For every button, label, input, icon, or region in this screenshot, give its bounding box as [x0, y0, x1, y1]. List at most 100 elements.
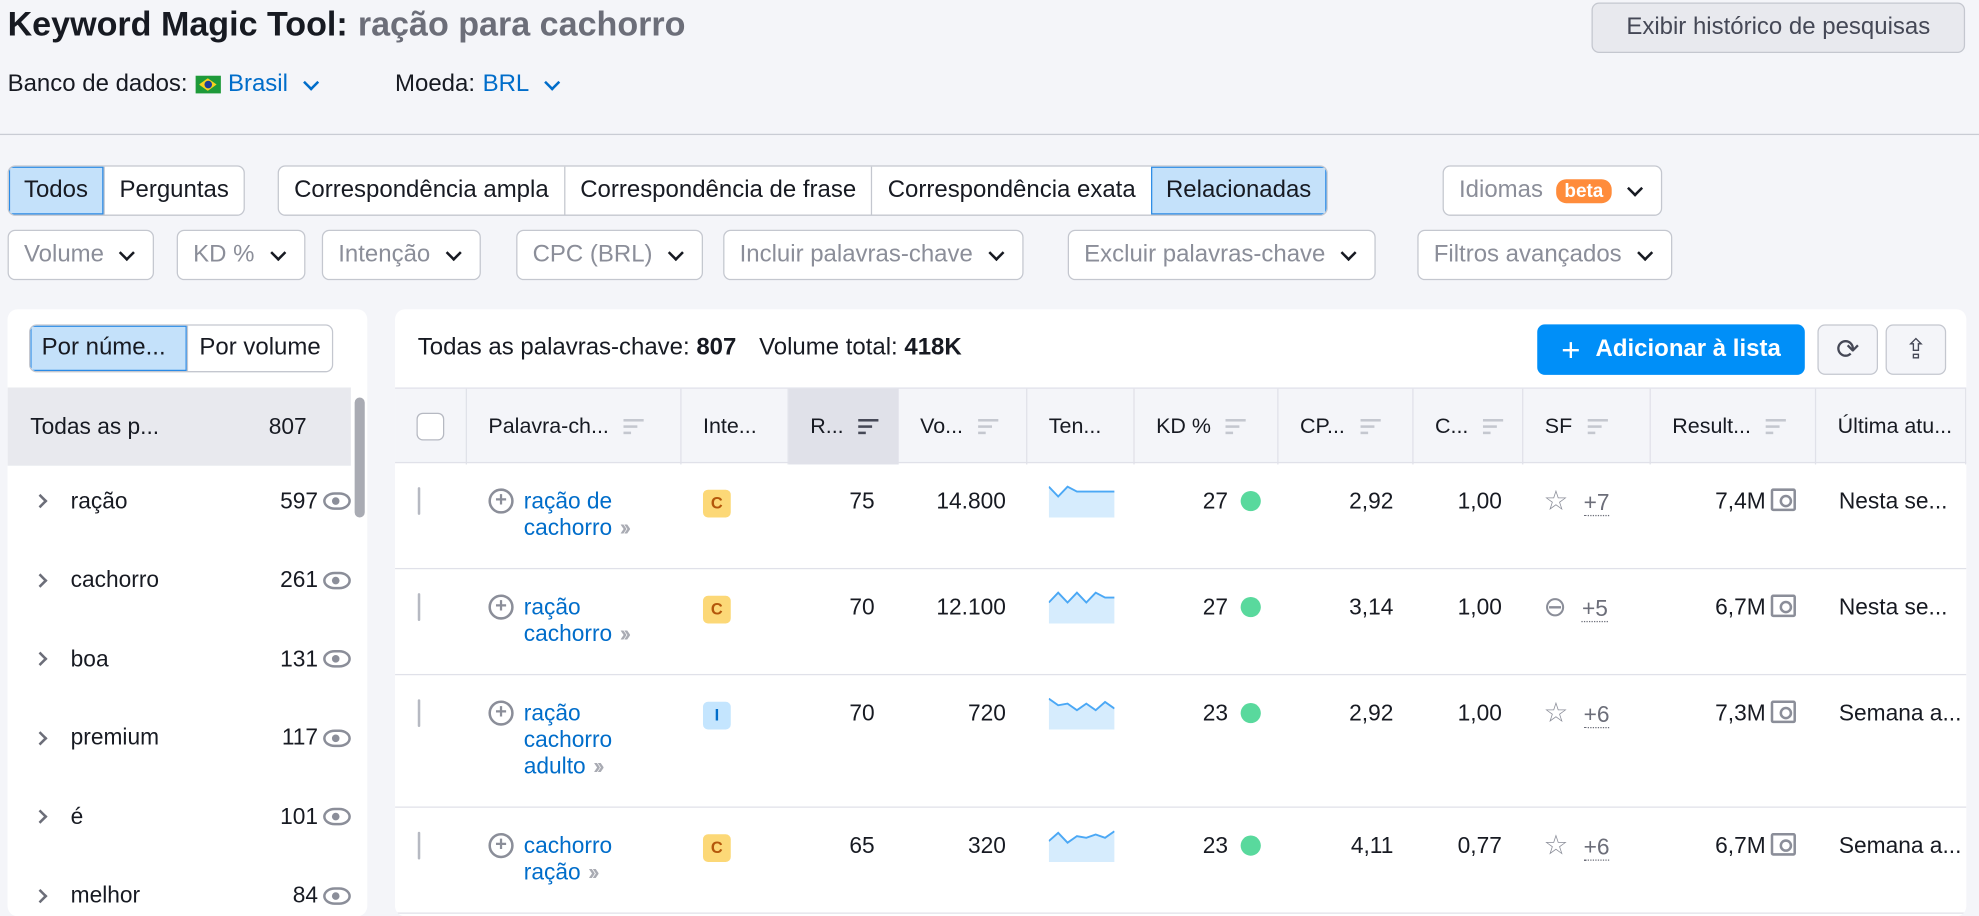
eye-icon[interactable]: [323, 728, 351, 747]
languages-dropdown[interactable]: Idiomas beta: [1442, 165, 1663, 216]
column-header[interactable]: R...: [788, 388, 899, 465]
serp-preview-icon[interactable]: [1770, 488, 1796, 512]
keyword-link[interactable]: ração cachorro ››: [524, 594, 644, 647]
serp-features-more[interactable]: +5: [1581, 595, 1608, 623]
tab-frase[interactable]: Correspondência de frase: [565, 166, 873, 215]
competition: 0,77: [1457, 832, 1502, 859]
column-header[interactable]: Última atu...: [1816, 388, 1967, 465]
sort-icon[interactable]: [624, 419, 645, 435]
tab-todos[interactable]: Todos: [8, 166, 105, 215]
database-selector[interactable]: Banco de dados: Brasil: [8, 71, 325, 99]
star-icon: ☆: [1543, 696, 1569, 729]
keyword-text[interactable]: cachorro ração: [523, 832, 613, 885]
group-item[interactable]: melhor 84: [8, 870, 351, 916]
sort-by-number[interactable]: Por núme...: [30, 325, 189, 372]
group-item[interactable]: boa 131: [8, 634, 351, 684]
row-checkbox[interactable]: [417, 487, 421, 515]
double-chevron-icon[interactable]: ››: [619, 514, 631, 541]
kd-value: 27: [1202, 488, 1229, 514]
keyword-link[interactable]: cachorro ração ››: [524, 833, 644, 886]
serp-features-more[interactable]: +6: [1583, 701, 1610, 729]
column-header[interactable]: Inte...: [682, 388, 789, 465]
filter-3[interactable]: CPC (BRL): [516, 229, 704, 281]
serp-preview-icon[interactable]: [1770, 700, 1796, 724]
row-checkbox[interactable]: [417, 699, 421, 727]
column-header[interactable]: Palavra-ch...: [467, 388, 682, 465]
group-all[interactable]: Todas as p... 807: [7, 387, 351, 466]
refresh-button[interactable]: ⟳: [1817, 324, 1879, 375]
add-keyword-icon[interactable]: +: [488, 594, 514, 620]
serp-preview-icon[interactable]: [1770, 832, 1796, 856]
sort-icon[interactable]: [1360, 419, 1381, 435]
chevron-right-icon[interactable]: [33, 888, 48, 903]
select-all-checkbox[interactable]: [416, 412, 445, 441]
chevron-right-icon[interactable]: [33, 651, 48, 666]
add-keyword-icon[interactable]: +: [488, 488, 514, 514]
history-button[interactable]: Exibir histórico de pesquisas: [1591, 2, 1966, 54]
cell: 23: [1135, 700, 1261, 727]
add-to-list-button[interactable]: + Adicionar à lista: [1537, 324, 1805, 375]
chevron-right-icon[interactable]: [33, 493, 48, 509]
cell: + cachorro ração ››: [488, 832, 644, 886]
column-header[interactable]: Vo...: [899, 388, 1028, 465]
keyword-text[interactable]: ração de cachorro: [523, 488, 613, 541]
chevron-right-icon[interactable]: [33, 730, 48, 745]
eye-icon[interactable]: [323, 571, 351, 589]
filter-0[interactable]: Volume: [7, 229, 155, 281]
serp-features-more[interactable]: +7: [1583, 489, 1610, 517]
sort-icon[interactable]: [1587, 419, 1608, 435]
cell: 2,92: [1279, 488, 1393, 515]
sort-icon[interactable]: [1766, 419, 1787, 435]
group-item[interactable]: cachorro 261: [8, 555, 351, 605]
filter-2[interactable]: Intenção: [321, 229, 481, 281]
row-checkbox[interactable]: [417, 593, 421, 621]
column-header[interactable]: SF: [1523, 388, 1651, 465]
export-button[interactable]: ⇪: [1885, 324, 1947, 375]
add-keyword-icon[interactable]: +: [488, 832, 514, 859]
group-item[interactable]: premium 117: [8, 712, 351, 762]
column-header[interactable]: Result...: [1651, 388, 1817, 465]
keyword-text[interactable]: ração cachorro: [523, 594, 613, 647]
cell: [1048, 589, 1115, 629]
cell: ⊖ +5: [1544, 591, 1608, 624]
group-item[interactable]: ração 597: [8, 476, 351, 526]
sort-icon[interactable]: [978, 419, 999, 435]
column-header[interactable]: Ten...: [1027, 388, 1135, 465]
sort-icon[interactable]: [858, 419, 879, 435]
add-keyword-icon[interactable]: +: [488, 700, 514, 726]
filter-5[interactable]: Excluir palavras-chave: [1067, 229, 1376, 281]
chevron-right-icon[interactable]: [33, 809, 48, 824]
tab-ampla[interactable]: Correspondência ampla: [279, 166, 566, 215]
filter-6[interactable]: Filtros avançados: [1417, 229, 1673, 281]
scrollbar[interactable]: [354, 397, 365, 518]
double-chevron-icon[interactable]: ››: [593, 753, 604, 779]
tab-perguntas[interactable]: Perguntas: [119, 176, 229, 204]
column-header[interactable]: CP...: [1279, 388, 1414, 465]
tab-relacionadas[interactable]: Relacionadas: [1150, 166, 1327, 215]
filter-1[interactable]: KD %: [176, 229, 305, 281]
column-header[interactable]: KD %: [1135, 388, 1279, 465]
sort-by-volume[interactable]: Por volume: [199, 334, 321, 361]
chevron-right-icon[interactable]: [33, 572, 48, 588]
sort-icon[interactable]: [1483, 419, 1504, 435]
column-header[interactable]: C...: [1414, 388, 1524, 465]
serp-preview-icon[interactable]: [1770, 594, 1796, 618]
serp-features-more[interactable]: +6: [1583, 834, 1610, 861]
eye-icon[interactable]: [323, 886, 351, 905]
row-checkbox[interactable]: [417, 831, 421, 860]
tab-exata[interactable]: Correspondência exata: [887, 176, 1136, 204]
cell: + ração cachorro ››: [488, 594, 643, 647]
group-sort-toggle: Por núme... Por volume: [29, 324, 334, 373]
eye-icon[interactable]: [323, 807, 351, 826]
filter-4[interactable]: Incluir palavras-chave: [723, 229, 1024, 281]
double-chevron-icon[interactable]: ››: [588, 859, 599, 885]
eye-icon[interactable]: [323, 492, 351, 510]
double-chevron-icon[interactable]: ››: [619, 620, 631, 647]
keyword-link[interactable]: ração de cachorro ››: [524, 488, 644, 541]
keyword-text[interactable]: ração cachorro adulto: [523, 700, 613, 779]
eye-icon[interactable]: [323, 649, 351, 668]
sort-icon[interactable]: [1226, 419, 1247, 435]
keyword-link[interactable]: ração cachorro adulto ››: [524, 700, 644, 780]
currency-selector[interactable]: Moeda: BRL: [395, 71, 566, 99]
group-item[interactable]: é 101: [8, 791, 351, 841]
